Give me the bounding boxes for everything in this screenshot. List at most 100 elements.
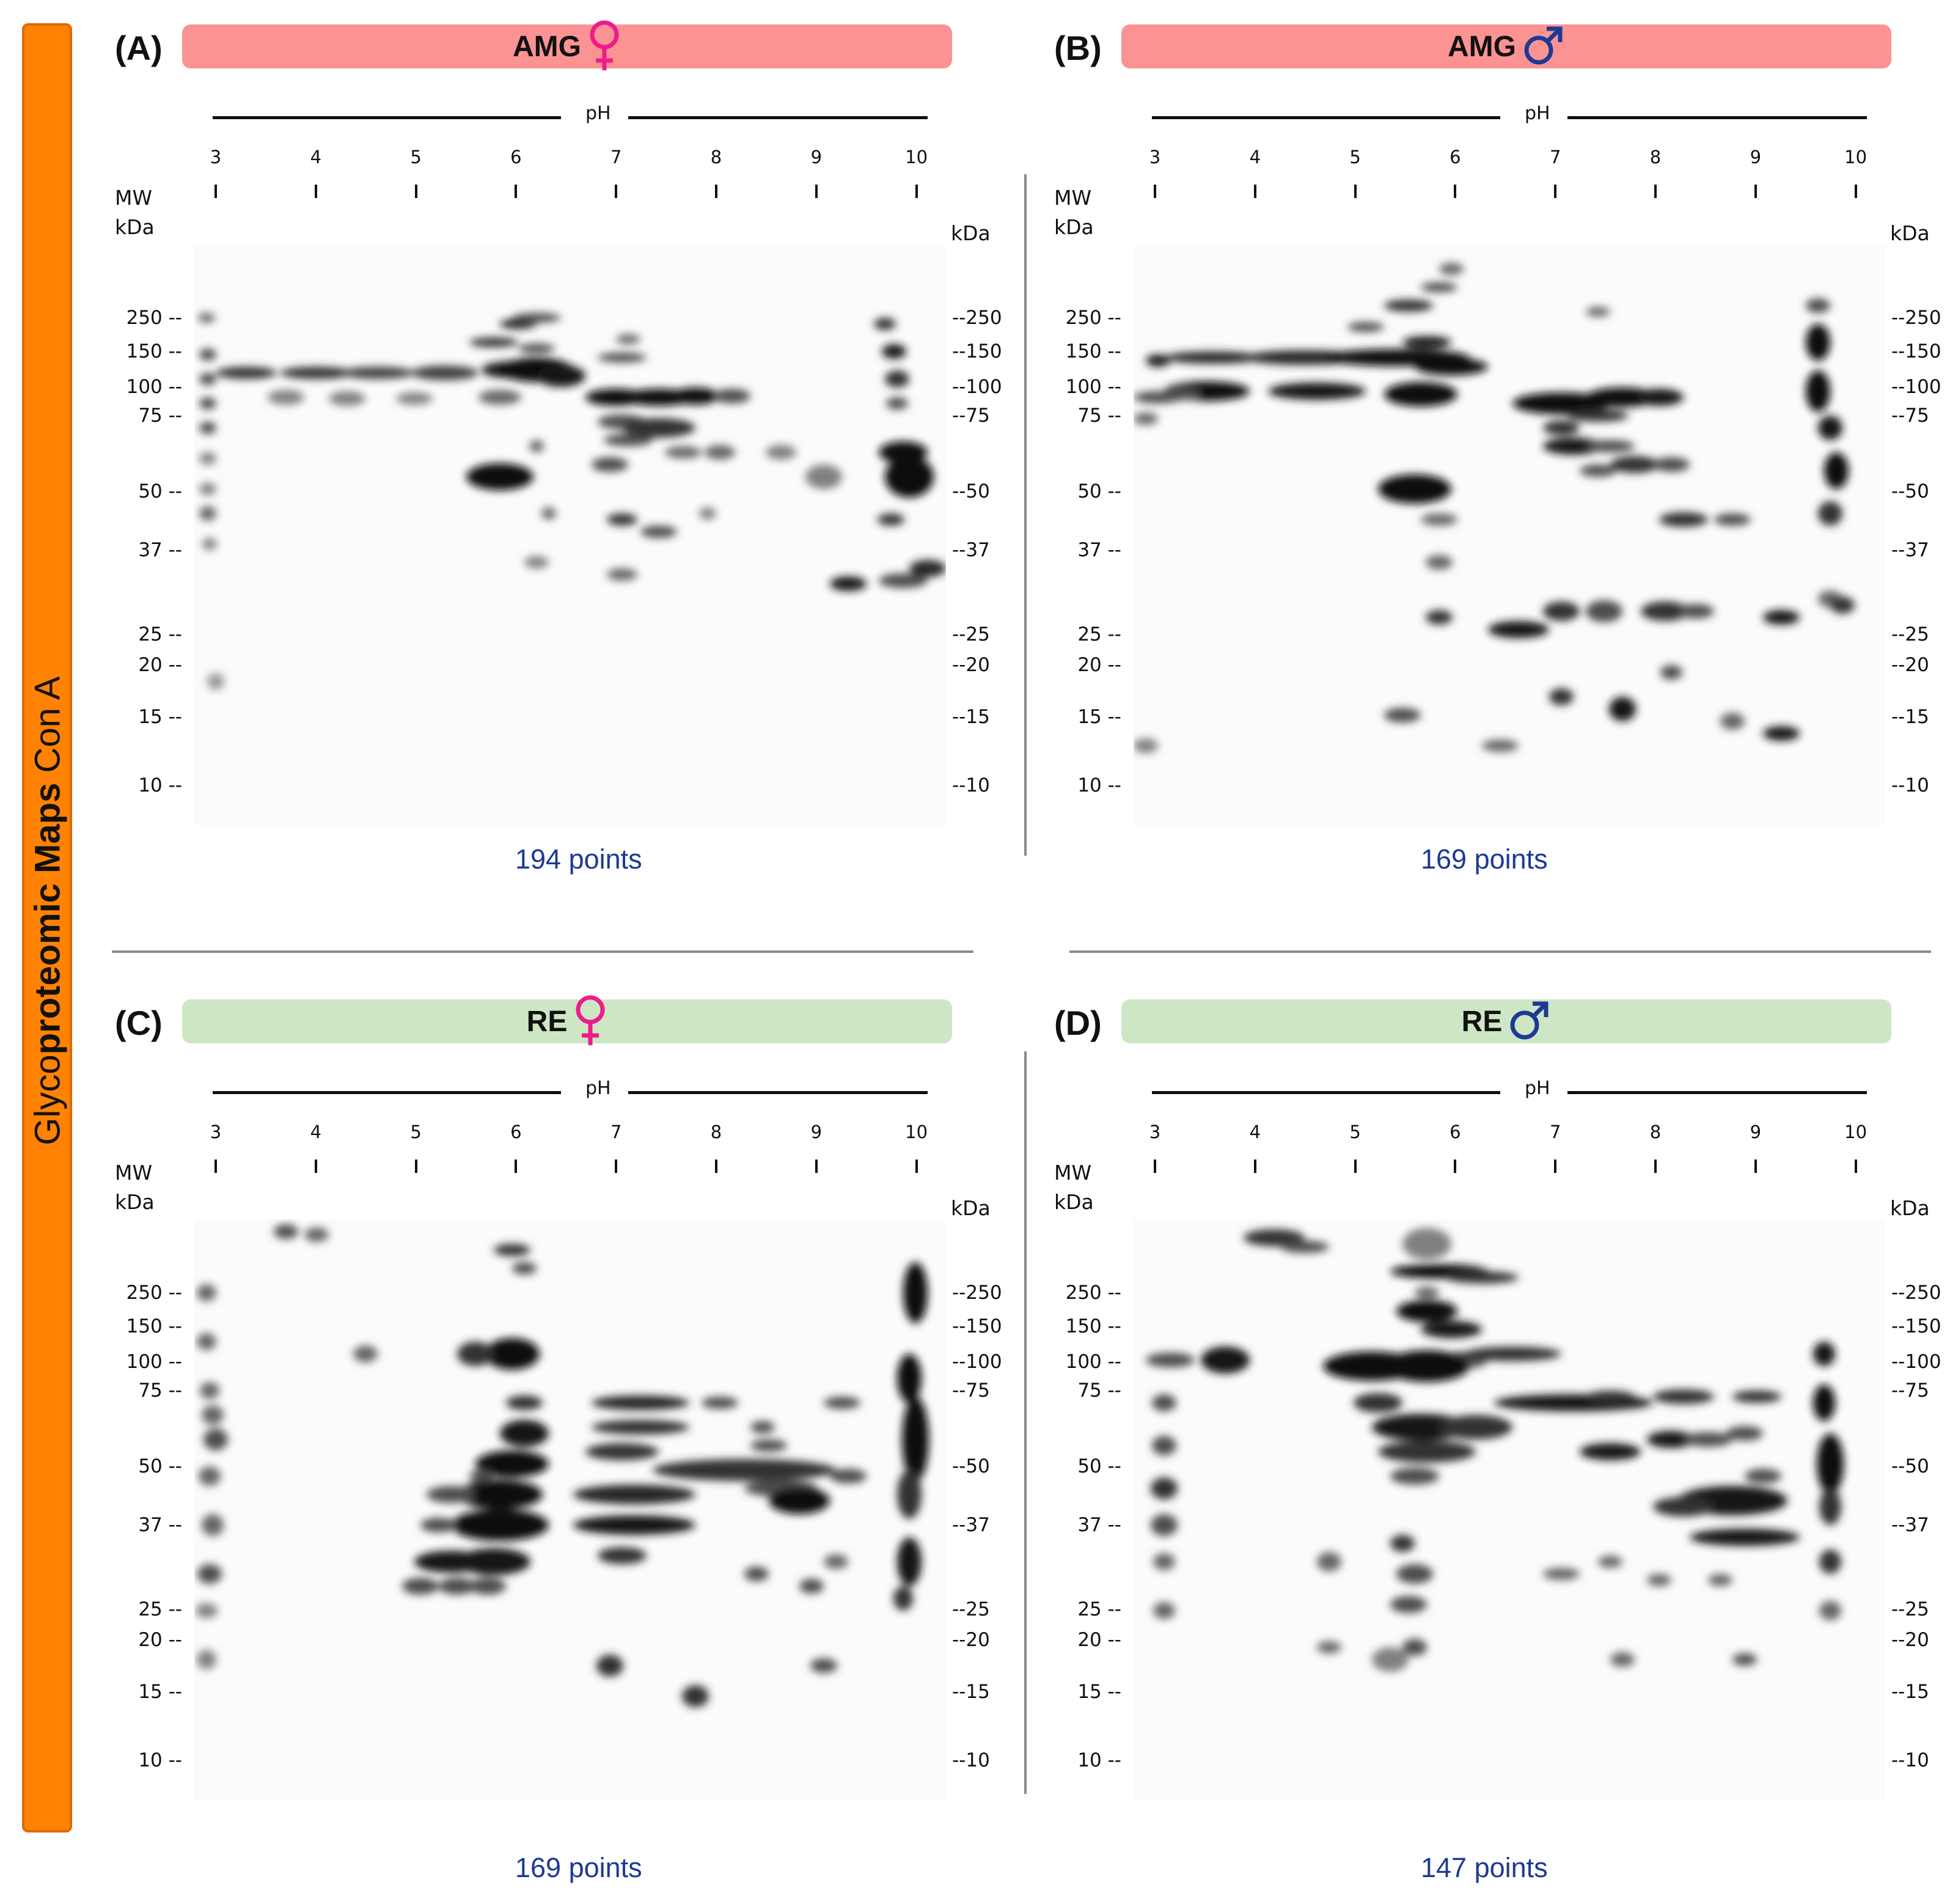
- gel-spot: [1813, 1384, 1835, 1421]
- gel-spot: [1151, 1514, 1178, 1536]
- ph-tick-label: 7: [1549, 147, 1561, 167]
- gel-spot: [592, 1420, 689, 1435]
- mw-tick-right: --20: [952, 654, 990, 676]
- gel-spot: [1653, 1389, 1714, 1404]
- gel-spot: [1610, 456, 1659, 473]
- gel-image: [194, 1219, 946, 1800]
- gel-spot: [451, 1509, 549, 1541]
- gel-spot: [810, 1658, 837, 1673]
- ph-tick-label: 5: [1349, 1122, 1361, 1142]
- ph-tick-label: 4: [1249, 147, 1261, 167]
- ph-tick-label: 10: [905, 1122, 928, 1142]
- gel-spot: [1390, 1535, 1415, 1552]
- mw-tick-right: --20: [952, 1629, 990, 1651]
- gel-spot: [199, 397, 216, 410]
- mw-tick-left: 100 --: [1065, 1351, 1121, 1373]
- gel-spot: [1153, 1553, 1175, 1570]
- gel-spot: [1378, 474, 1451, 504]
- gel-image: [1134, 244, 1885, 825]
- ph-tick-label: 7: [1549, 1122, 1561, 1142]
- gel-spot: [640, 526, 677, 538]
- gel-spot: [1714, 513, 1751, 526]
- gel-spot: [1164, 388, 1201, 400]
- mw-tick-right: --75: [1891, 1380, 1929, 1402]
- gel-spot: [469, 1470, 494, 1482]
- mw-tick-left: 250 --: [1065, 1282, 1121, 1304]
- gel-spot: [216, 367, 277, 379]
- mw-tick-left: 25 --: [138, 623, 182, 645]
- kda-label-left: kDa: [115, 1190, 155, 1214]
- gel-spot: [671, 388, 720, 405]
- gel-spot: [592, 1395, 689, 1410]
- gel-spot: [1659, 512, 1708, 527]
- gel-spot: [1647, 1431, 1696, 1448]
- ph-tick-label: 8: [1649, 147, 1662, 167]
- mw-tick-right: --50: [1891, 1455, 1929, 1477]
- gel-panel-a: (A) AMG pH 3 4 5 6 7 8 9 10 MW kDa kDa 250 -- 150 -- 100…: [115, 20, 1004, 917]
- mw-tick-left: 25 --: [1077, 1598, 1121, 1620]
- ph-tick-mark: [414, 185, 417, 198]
- ph-axis-label: pH: [1525, 1078, 1550, 1099]
- gel-spot: [1817, 1433, 1844, 1494]
- gel-spot: [199, 373, 216, 385]
- panel-title-bar: AMG: [182, 20, 952, 70]
- gel-spot: [1372, 1647, 1409, 1672]
- mw-tick-left: 75 --: [1077, 405, 1121, 427]
- ph-axis-line-right: [628, 1091, 928, 1094]
- mw-tick-left: 37 --: [1077, 539, 1121, 561]
- ph-tick-label: 8: [710, 1122, 722, 1142]
- ph-tick-label: 3: [210, 147, 222, 167]
- gel-spot: [411, 366, 478, 380]
- gel-spot: [1726, 1426, 1763, 1441]
- mw-tick-right: --10: [1891, 774, 1929, 796]
- mw-tick-right: --15: [1891, 706, 1929, 728]
- gel-spot: [882, 344, 906, 359]
- gel-spot: [1244, 1229, 1305, 1246]
- gel-spot: [1384, 382, 1457, 406]
- spot-count: 169 points: [515, 1852, 642, 1883]
- kda-label-right: kDa: [1890, 1196, 1930, 1220]
- mw-tick-left: 15 --: [1077, 1681, 1121, 1703]
- mw-tick-left: 10 --: [138, 774, 182, 796]
- mw-tick-right: --250: [1891, 1282, 1941, 1304]
- mw-tick-left: 100 --: [126, 1351, 182, 1373]
- gel-spot: [402, 1578, 439, 1595]
- mw-tick-right: --10: [952, 774, 990, 796]
- gel-spot: [830, 1469, 867, 1483]
- ph-tick-mark: [1454, 1160, 1457, 1173]
- gel-spot: [824, 1554, 848, 1569]
- gel-spot: [1708, 1574, 1732, 1586]
- gel-panel-d: (D) RE pH 3 4 5 6 7 8 9 10 MW kDa kDa 250 -- 150 -- 100 …: [1054, 999, 1943, 1892]
- gel-spot: [420, 1518, 457, 1532]
- mw-tick-right: --100: [952, 1351, 1002, 1373]
- gel-spot: [1378, 1441, 1476, 1463]
- kda-label-left: kDa: [115, 215, 155, 239]
- ph-axis-line-left: [1152, 1091, 1500, 1094]
- gel-spot: [1268, 383, 1366, 400]
- gel-spot: [196, 1603, 218, 1618]
- mw-tick-right: --10: [952, 1749, 990, 1771]
- mw-tick-left: 50 --: [138, 1455, 182, 1477]
- mw-tick-left: 10 --: [1077, 774, 1121, 796]
- mw-tick-left: 75 --: [1077, 1380, 1121, 1402]
- mw-tick-right: --37: [952, 1514, 990, 1536]
- mw-tick-right: --15: [952, 1681, 990, 1703]
- gel-spot: [805, 465, 842, 489]
- mw-tick-right: --75: [952, 1380, 990, 1402]
- ph-tick-mark: [1654, 185, 1657, 198]
- ph-tick-mark: [1253, 185, 1256, 198]
- gel-spot: [1806, 324, 1830, 361]
- mw-tick-left: 25 --: [138, 1598, 182, 1620]
- mw-tick-left: 37 --: [138, 1514, 182, 1536]
- mw-axis-title: MW kDa: [115, 183, 155, 242]
- ph-tick-mark: [1354, 185, 1357, 198]
- ph-tick-mark: [314, 1160, 317, 1173]
- gel-spot: [414, 1551, 488, 1573]
- ph-tick-mark: [515, 1160, 518, 1173]
- ph-tick-mark: [1754, 185, 1757, 198]
- gel-spot: [1567, 410, 1629, 422]
- mw-tick-left: 250 --: [126, 307, 182, 329]
- gel-spot: [1152, 1394, 1176, 1411]
- gel-spot: [874, 318, 896, 330]
- gel-spot: [897, 1470, 922, 1519]
